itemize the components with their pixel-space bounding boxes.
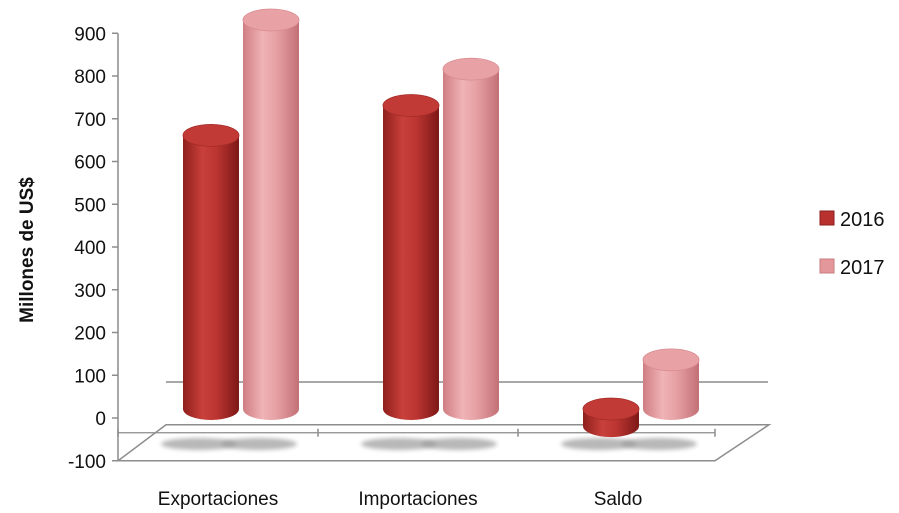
bar-2017-exportaciones bbox=[242, 8, 300, 420]
bar-body bbox=[583, 409, 639, 438]
legend-swatch bbox=[819, 210, 835, 226]
bar-2017-saldo bbox=[642, 348, 700, 420]
legend-swatch bbox=[819, 258, 835, 274]
y-tick-label: -100 bbox=[68, 452, 106, 473]
bar-body bbox=[243, 19, 299, 420]
bar-cap bbox=[582, 397, 640, 421]
bar-shadow bbox=[561, 438, 637, 450]
bar-cap bbox=[182, 123, 240, 147]
legend-label: 2016 bbox=[840, 209, 885, 231]
y-tick-label: 300 bbox=[74, 281, 106, 302]
y-tick-label: 200 bbox=[74, 324, 106, 345]
bar-2016-saldo bbox=[582, 397, 640, 438]
bar-cap bbox=[382, 94, 440, 117]
bar-cap bbox=[242, 8, 300, 32]
bar-cap bbox=[442, 57, 500, 81]
y-tick-label: 0 bbox=[95, 409, 106, 430]
bar-shadow bbox=[421, 438, 497, 450]
bar-2017-importaciones bbox=[442, 57, 500, 420]
bar-body bbox=[183, 135, 239, 420]
y-tick-label: 800 bbox=[74, 67, 106, 88]
y-axis-title: Millones de US$ bbox=[17, 177, 38, 323]
bar-shadow bbox=[361, 438, 437, 450]
labels: -100 0 100 200 300 400 500 600 700 800 900 Exportac… bbox=[17, 24, 642, 510]
legend: 2016 2017 bbox=[819, 209, 885, 279]
bar-cap bbox=[642, 348, 700, 372]
floor-plane bbox=[115, 424, 772, 462]
bar-shadow bbox=[621, 438, 697, 450]
y-tick-label: 700 bbox=[74, 110, 106, 131]
bar-body bbox=[383, 105, 439, 420]
bar-2016-importaciones bbox=[382, 94, 440, 420]
bar-shadow bbox=[161, 438, 237, 450]
legend-label: 2017 bbox=[840, 257, 885, 279]
y-tick-label: 500 bbox=[74, 195, 106, 216]
category-label: Importaciones bbox=[358, 489, 477, 510]
category-label: Exportaciones bbox=[158, 489, 278, 510]
y-tick-label: 100 bbox=[74, 366, 106, 387]
bar-shadows bbox=[161, 438, 697, 450]
y-tick-label: 600 bbox=[74, 153, 106, 174]
y-tick-label: 400 bbox=[74, 238, 106, 259]
y-tick-label: 900 bbox=[74, 24, 106, 45]
category-label: Saldo bbox=[594, 489, 643, 510]
bar-body bbox=[643, 359, 699, 420]
bar-shadow bbox=[221, 438, 297, 450]
bars bbox=[182, 8, 700, 438]
bar-2016-exportaciones bbox=[182, 123, 240, 420]
bar-body bbox=[443, 69, 499, 420]
